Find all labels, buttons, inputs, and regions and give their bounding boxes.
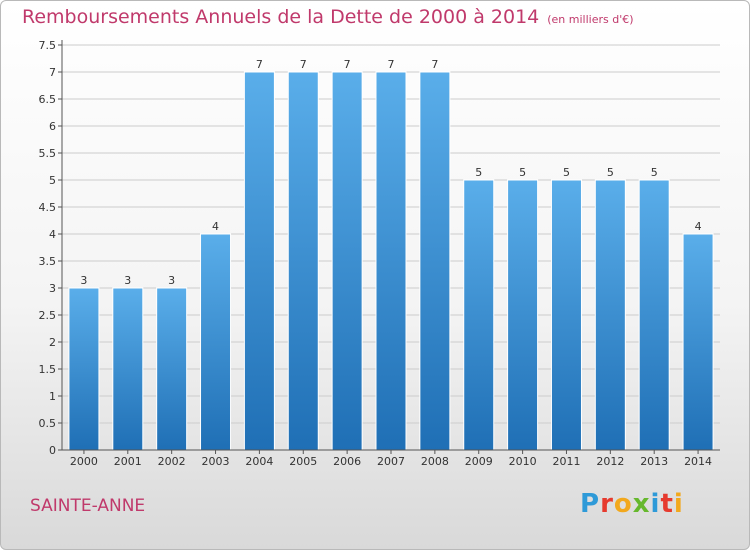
bar [682,233,714,451]
bar [112,287,144,451]
chart-title: Remboursements Annuels de la Dette de 20… [22,6,634,28]
bar [331,71,363,451]
y-tick-label: 0 [49,444,56,457]
data-label: 7 [344,58,351,71]
x-tick-label: 2000 [70,455,98,468]
bar [243,71,275,451]
y-tick-label: 2.5 [39,309,57,322]
bar [550,179,582,451]
bar [375,71,407,451]
x-tick-label: 2011 [552,455,580,468]
logo-letter: i [650,489,661,519]
axis-layer: 0 0.5 1 1.5 2 2.5 3 3.5 4 4.5 5 5.5 6 6.5 7 7.5 2000 2001… [39,39,720,468]
y-tick-label: 1.5 [39,363,57,376]
bar [287,71,319,451]
data-label: 7 [256,58,263,71]
bar [463,179,495,451]
bar [200,233,232,451]
x-tick-label: 2003 [202,455,230,468]
x-tick-label: 2008 [421,455,449,468]
bar [156,287,188,451]
data-label: 7 [431,58,438,71]
chart-title-text: Remboursements Annuels de la Dette de 20… [22,6,540,28]
x-tick-label: 2010 [509,455,537,468]
y-tick-label: 6.5 [39,93,57,106]
logo-letter: x [632,489,651,519]
logo-letter: o [613,489,633,519]
x-tick-label: 2007 [377,455,405,468]
x-tick-label: 2001 [114,455,142,468]
data-label: 7 [388,58,395,71]
y-tick-label: 5.5 [39,147,57,160]
bar [68,287,100,451]
y-tick-label: 5 [49,174,56,187]
y-tick-label: 1 [49,390,56,403]
x-tick-label: 2013 [640,455,668,468]
y-tick-label: 7 [49,66,56,79]
y-tick-label: 4.5 [39,201,57,214]
commune-name: SAINTE-ANNE [30,496,146,516]
x-tick-label: 2014 [684,455,712,468]
logo-letter: P [580,489,601,519]
data-label: 5 [475,166,482,179]
x-tick-label: 2004 [245,455,273,468]
x-tick-label: 2012 [596,455,624,468]
x-tick-label: 2005 [289,455,317,468]
bar [507,179,539,451]
data-label: 3 [80,274,87,287]
data-label: 5 [519,166,526,179]
bar-layer [68,71,714,451]
y-tick-label: 0.5 [39,417,57,430]
data-label: 4 [212,220,219,233]
data-label: 5 [651,166,658,179]
bar [594,179,626,451]
y-tick-label: 7.5 [39,39,57,52]
chart-subtitle: (en milliers d'€) [547,13,634,26]
y-tick-label: 3 [49,282,56,295]
logo-letter: i [673,489,684,519]
y-tick-label: 3.5 [39,255,57,268]
data-label: 4 [695,220,702,233]
bar [419,71,451,451]
x-tick-label: 2006 [333,455,361,468]
y-tick-label: 4 [49,228,56,241]
logo-letter: t [660,489,674,519]
y-tick-label: 2 [49,336,56,349]
proxiti-logo[interactable]: Proxiti [580,489,684,519]
data-label: 3 [124,274,131,287]
y-tick-label: 6 [49,120,56,133]
x-tick-label: 2009 [465,455,493,468]
label-layer: 3 3 3 4 7 7 7 7 7 5 5 5 5 5 4 [80,58,701,287]
data-label: 5 [607,166,614,179]
data-label: 5 [563,166,570,179]
data-label: 7 [300,58,307,71]
logo-letter: r [600,489,614,519]
x-tick-label: 2002 [158,455,186,468]
data-label: 3 [168,274,175,287]
bar [638,179,670,451]
